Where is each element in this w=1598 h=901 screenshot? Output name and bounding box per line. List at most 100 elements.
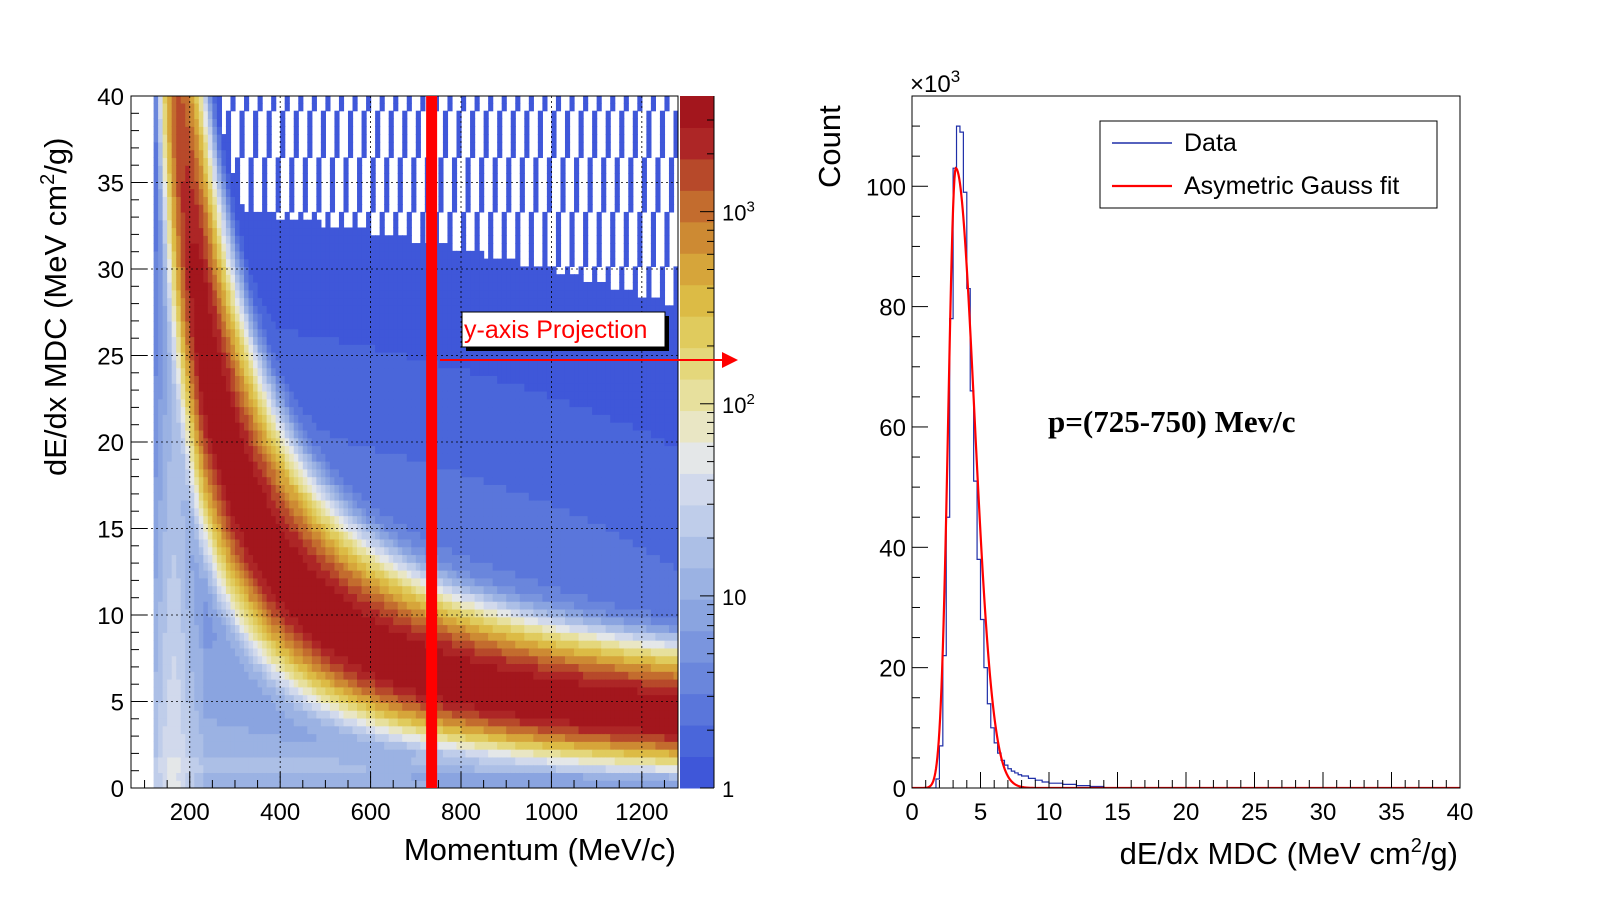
heatmap-cell (234, 398, 241, 408)
heatmap-cell (198, 733, 204, 742)
heatmap-cell (406, 375, 412, 384)
heatmap-cell (275, 523, 281, 532)
heatmap-cell (176, 764, 182, 774)
heatmap-cell (225, 110, 232, 120)
heatmap-cell (207, 243, 213, 252)
heatmap-cell (343, 204, 349, 213)
heatmap-cell (338, 219, 345, 229)
heatmap-cell (325, 492, 331, 501)
heatmap-cell (280, 422, 286, 431)
heatmap-cell (271, 211, 277, 221)
heatmap-cell (212, 336, 218, 345)
heatmap-cell (153, 515, 159, 524)
heatmap-cell (357, 780, 363, 788)
heatmap-cell (343, 492, 349, 501)
heatmap-cell (415, 585, 421, 594)
heatmap-cell (162, 344, 168, 353)
heatmap-cell (207, 390, 213, 400)
heatmap-cell (338, 414, 345, 423)
heatmap-cell (402, 593, 408, 602)
heatmap-cell (253, 647, 259, 657)
heatmap-cell (248, 694, 254, 703)
heatmap-cell (302, 383, 308, 392)
heatmap-cell (167, 336, 173, 345)
heatmap-cell (248, 507, 254, 517)
heatmap-cell (280, 484, 286, 493)
heatmap-cell (347, 336, 354, 345)
heatmap-cell (239, 741, 245, 750)
heatmap-cell (244, 764, 250, 774)
heatmap-cell (379, 406, 385, 415)
heatmap-cell (406, 686, 412, 696)
heatmap-cell (257, 328, 263, 338)
heatmap-cell (375, 258, 381, 267)
heatmap-cell (257, 367, 263, 376)
heatmap-cell (379, 686, 385, 696)
heatmap-cell (244, 694, 250, 703)
heatmap-cell (325, 243, 331, 252)
heatmap-cell (370, 507, 376, 517)
heatmap-cell (266, 538, 272, 548)
heatmap-cell (234, 632, 241, 641)
heatmap-cell (334, 422, 340, 431)
heatmap-cell (176, 383, 182, 392)
heatmap-cell (411, 274, 417, 283)
heatmap-cell (397, 313, 403, 322)
heatmap-cell (402, 281, 408, 291)
heatmap-cell (343, 515, 349, 524)
heatmap-cell (320, 499, 326, 509)
heatmap-cell (316, 305, 322, 314)
heatmap-cell (167, 531, 173, 540)
heatmap-cell (320, 780, 326, 788)
heatmap-cell (334, 266, 340, 275)
heatmap-cell (198, 562, 204, 571)
heatmap-cell (189, 258, 195, 267)
heatmap-cell (357, 663, 363, 672)
heatmap-cell (298, 383, 304, 392)
heatmap-cell (329, 243, 336, 252)
heatmap-cell (384, 180, 390, 190)
heatmap-cell (298, 266, 304, 275)
heatmap-cell (370, 756, 376, 766)
heatmap-cell (207, 126, 213, 135)
heatmap-cell (280, 694, 286, 703)
heatmap-cell (329, 710, 336, 719)
heatmap-cell (225, 632, 232, 641)
heatmap-cell (162, 375, 168, 384)
heatmap-cell (343, 266, 349, 275)
heatmap-cell (284, 733, 290, 742)
heatmap-cell (316, 204, 322, 213)
heatmap-cell (284, 422, 290, 431)
heatmap-cell (302, 344, 308, 353)
heatmap-cell (357, 445, 363, 454)
heatmap-cell (338, 725, 345, 735)
heatmap-cell (176, 554, 182, 563)
heatmap-cell (248, 344, 254, 353)
heatmap-cell (225, 157, 232, 166)
heatmap-cell (271, 663, 277, 672)
heatmap-cell (207, 647, 213, 657)
heatmap-cell (225, 733, 232, 742)
heatmap-cell (162, 96, 168, 104)
heatmap-cell (162, 756, 168, 766)
heatmap-cell (253, 577, 259, 587)
heatmap-cell (180, 406, 186, 415)
heatmap-cell (180, 686, 186, 696)
heatmap-cell (366, 367, 372, 376)
heatmap-cell (316, 655, 322, 665)
heatmap-cell (275, 258, 281, 267)
heatmap-cell (194, 398, 200, 408)
heatmap-cell (198, 554, 204, 563)
heatmap-cell (203, 134, 209, 143)
heatmap-cell (302, 702, 308, 711)
heatmap-cell (375, 671, 381, 680)
heatmap-cell (185, 686, 191, 696)
heatmap-cell (198, 663, 204, 672)
heatmap-cell (212, 453, 218, 462)
heatmap-cell (302, 367, 308, 376)
heatmap-cell (162, 647, 168, 657)
heatmap-cell (289, 640, 295, 649)
heatmap-cell (415, 523, 421, 532)
heatmap-cell (280, 429, 286, 439)
heatmap-cell (388, 640, 394, 649)
